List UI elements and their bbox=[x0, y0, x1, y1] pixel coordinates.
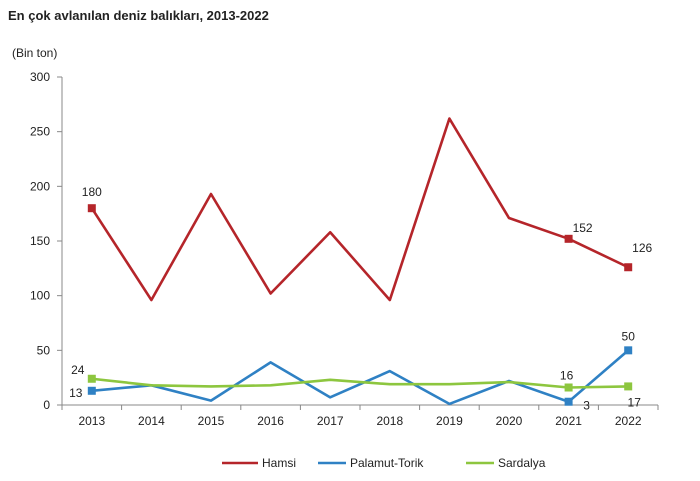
data-point-palamut-torik bbox=[624, 346, 633, 355]
y-tick-label: 50 bbox=[37, 343, 51, 357]
data-point-sardalya bbox=[87, 374, 96, 383]
data-label-hamsi: 126 bbox=[632, 241, 652, 255]
y-tick-label: 100 bbox=[30, 289, 50, 303]
data-point-hamsi bbox=[87, 204, 96, 213]
chart-title: En çok avlanılan deniz balıkları, 2013-2… bbox=[8, 8, 269, 23]
legend-label-hamsi: Hamsi bbox=[262, 456, 296, 470]
legend-label-sardalya: Sardalya bbox=[498, 456, 546, 470]
data-label-hamsi: 180 bbox=[82, 185, 102, 199]
data-point-hamsi bbox=[564, 234, 573, 243]
legend-item-palamut-torik: Palamut-Torik bbox=[318, 456, 424, 470]
data-point-palamut-torik bbox=[87, 386, 96, 395]
x-tick-label: 2020 bbox=[496, 414, 523, 428]
x-tick-label: 2014 bbox=[138, 414, 165, 428]
data-label-palamut-torik: 3 bbox=[583, 399, 590, 413]
data-point-sardalya bbox=[624, 382, 633, 391]
series-line-hamsi bbox=[90, 117, 629, 302]
data-label-palamut-torik: 13 bbox=[69, 386, 83, 400]
x-tick-label: 2015 bbox=[198, 414, 225, 428]
x-tick-label: 2021 bbox=[555, 414, 582, 428]
legend-item-hamsi: Hamsi bbox=[222, 456, 296, 470]
data-point-hamsi bbox=[624, 263, 633, 272]
x-tick-label: 2016 bbox=[257, 414, 284, 428]
data-label-sardalya: 16 bbox=[560, 369, 574, 383]
legend-label-palamut-torik: Palamut-Torik bbox=[350, 456, 424, 470]
data-point-sardalya bbox=[564, 383, 573, 392]
y-tick-label: 200 bbox=[30, 179, 50, 193]
series-line-palamut-torik bbox=[91, 349, 630, 406]
x-tick-label: 2019 bbox=[436, 414, 463, 428]
y-tick-label: 150 bbox=[30, 234, 50, 248]
legend-item-sardalya: Sardalya bbox=[466, 456, 546, 470]
x-tick-label: 2017 bbox=[317, 414, 344, 428]
data-label-palamut-torik: 50 bbox=[622, 329, 636, 343]
y-tick-label: 0 bbox=[43, 398, 50, 412]
data-label-hamsi: 152 bbox=[573, 221, 593, 235]
data-label-sardalya: 17 bbox=[628, 395, 642, 409]
y-tick-label: 300 bbox=[30, 70, 50, 84]
data-point-palamut-torik bbox=[564, 397, 573, 406]
y-tick-label: 250 bbox=[30, 125, 50, 139]
y-axis-unit-label: (Bin ton) bbox=[12, 46, 58, 60]
x-tick-label: 2018 bbox=[376, 414, 403, 428]
series-line-sardalya bbox=[91, 377, 629, 389]
x-tick-label: 2022 bbox=[615, 414, 642, 428]
data-label-sardalya: 24 bbox=[71, 363, 85, 377]
x-tick-label: 2013 bbox=[78, 414, 105, 428]
